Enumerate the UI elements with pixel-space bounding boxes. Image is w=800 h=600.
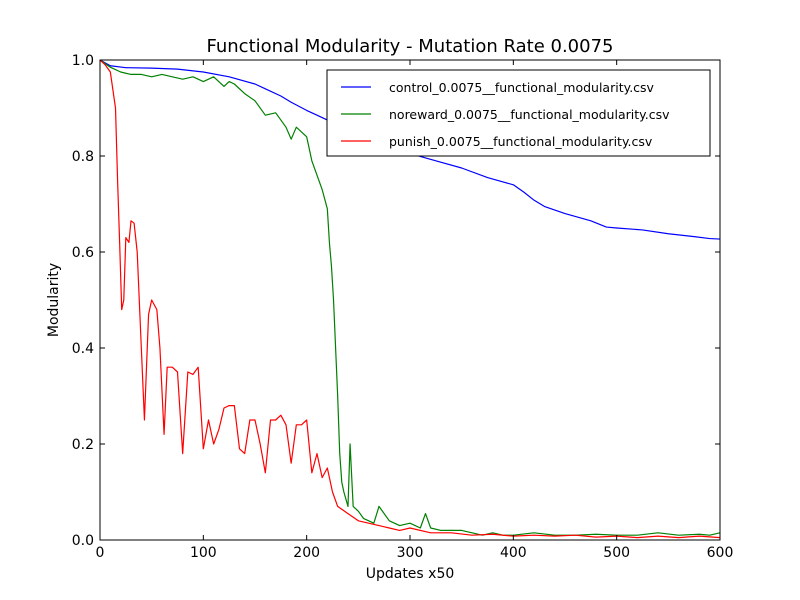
x-tick-label: 600: [707, 545, 734, 561]
y-tick-label: 0.4: [72, 341, 94, 357]
series-line-2: [100, 60, 720, 539]
legend-box: [326, 69, 711, 157]
x-tick-label: 300: [397, 545, 424, 561]
y-tick-label: 1.0: [72, 53, 94, 69]
chart-title: Functional Modularity - Mutation Rate 0.…: [207, 36, 614, 57]
y-axis-label: Modularity: [46, 263, 62, 337]
series-line-1: [100, 60, 720, 536]
x-tick-label: 500: [603, 545, 630, 561]
x-axis-label: Updates x50: [366, 566, 455, 582]
legend: control_0.0075__functional_modularity.cs…: [326, 69, 711, 157]
x-tick-label: 200: [293, 545, 320, 561]
ticks-layer: 0 100 200 300 400 500 600 0.0 0.2 0.4 0.6 0.8 1.0: [72, 53, 734, 561]
x-tick-label: 0: [96, 545, 105, 561]
y-tick-label: 0.2: [72, 437, 94, 453]
y-tick-label: 0.8: [72, 149, 94, 165]
x-tick-label: 100: [190, 545, 217, 561]
legend-label-0: control_0.0075__functional_modularity.cs…: [389, 80, 655, 95]
y-tick-label: 0.0: [72, 533, 94, 549]
x-tick-label: 400: [500, 545, 527, 561]
legend-label-1: noreward_0.0075__functional_modularity.c…: [389, 107, 670, 122]
legend-entries: control_0.0075__functional_modularity.cs…: [341, 80, 670, 149]
y-tick-label: 0.6: [72, 245, 94, 261]
legend-label-2: punish_0.0075__functional_modularity.csv: [389, 134, 653, 149]
